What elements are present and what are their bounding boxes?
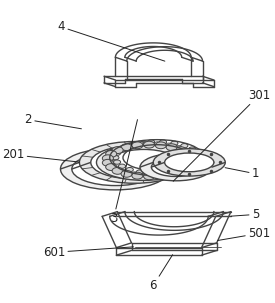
Ellipse shape — [189, 164, 196, 168]
Text: 5: 5 — [231, 208, 259, 221]
Ellipse shape — [151, 158, 201, 176]
Text: 4: 4 — [58, 21, 165, 61]
Ellipse shape — [136, 170, 143, 174]
Ellipse shape — [132, 142, 143, 149]
Ellipse shape — [160, 140, 167, 144]
Ellipse shape — [102, 159, 113, 166]
Ellipse shape — [181, 144, 188, 148]
Ellipse shape — [160, 171, 167, 175]
Ellipse shape — [148, 171, 155, 175]
Ellipse shape — [114, 160, 121, 164]
Ellipse shape — [131, 143, 138, 147]
Ellipse shape — [119, 164, 126, 168]
Text: 1: 1 — [225, 167, 259, 180]
Ellipse shape — [106, 158, 114, 162]
Ellipse shape — [126, 144, 133, 148]
Ellipse shape — [183, 166, 190, 170]
Ellipse shape — [112, 147, 123, 154]
Ellipse shape — [108, 162, 115, 166]
Ellipse shape — [166, 143, 173, 147]
Ellipse shape — [142, 173, 149, 177]
Ellipse shape — [194, 151, 200, 155]
Ellipse shape — [126, 168, 133, 172]
Ellipse shape — [181, 168, 188, 172]
Ellipse shape — [91, 146, 178, 179]
Ellipse shape — [131, 172, 138, 176]
Ellipse shape — [106, 151, 117, 157]
Ellipse shape — [112, 168, 123, 174]
Ellipse shape — [108, 153, 115, 157]
Text: 6: 6 — [150, 255, 173, 292]
Ellipse shape — [132, 172, 143, 179]
Ellipse shape — [183, 149, 190, 153]
Ellipse shape — [182, 151, 192, 157]
Ellipse shape — [166, 144, 177, 151]
Ellipse shape — [121, 170, 132, 177]
Ellipse shape — [171, 170, 178, 174]
Ellipse shape — [166, 172, 173, 176]
Ellipse shape — [102, 155, 113, 162]
Ellipse shape — [113, 166, 120, 170]
Ellipse shape — [182, 164, 192, 171]
Ellipse shape — [166, 170, 177, 177]
Ellipse shape — [175, 145, 183, 150]
Ellipse shape — [195, 155, 202, 160]
Ellipse shape — [171, 141, 178, 145]
Ellipse shape — [121, 145, 128, 150]
Text: 2: 2 — [24, 113, 81, 129]
Ellipse shape — [175, 169, 183, 174]
Ellipse shape — [144, 141, 155, 148]
Ellipse shape — [165, 153, 214, 172]
Ellipse shape — [142, 142, 149, 146]
Ellipse shape — [144, 173, 155, 180]
Ellipse shape — [112, 155, 119, 160]
Ellipse shape — [136, 141, 143, 145]
Ellipse shape — [188, 162, 195, 166]
Text: 3: 3 — [110, 120, 138, 225]
Ellipse shape — [189, 147, 196, 151]
Ellipse shape — [110, 149, 178, 175]
Ellipse shape — [121, 144, 132, 151]
Ellipse shape — [175, 147, 186, 154]
Text: 601: 601 — [43, 246, 133, 259]
Ellipse shape — [60, 148, 170, 190]
Ellipse shape — [190, 158, 197, 162]
Ellipse shape — [121, 169, 128, 174]
Ellipse shape — [113, 149, 120, 153]
Text: 501: 501 — [218, 227, 270, 241]
Ellipse shape — [148, 140, 155, 144]
Ellipse shape — [185, 155, 196, 162]
Ellipse shape — [97, 145, 191, 180]
Text: 301: 301 — [173, 89, 270, 181]
Ellipse shape — [154, 173, 161, 177]
Ellipse shape — [175, 168, 186, 174]
Ellipse shape — [119, 147, 126, 151]
Ellipse shape — [194, 160, 200, 164]
Ellipse shape — [72, 152, 159, 185]
Text: 201: 201 — [2, 148, 79, 162]
Ellipse shape — [185, 159, 196, 166]
Ellipse shape — [79, 142, 189, 183]
Ellipse shape — [188, 153, 195, 157]
Ellipse shape — [140, 153, 212, 181]
Ellipse shape — [106, 164, 117, 171]
Ellipse shape — [155, 142, 166, 149]
Ellipse shape — [154, 142, 161, 146]
Ellipse shape — [114, 151, 121, 155]
Ellipse shape — [153, 149, 225, 176]
Ellipse shape — [155, 172, 166, 179]
